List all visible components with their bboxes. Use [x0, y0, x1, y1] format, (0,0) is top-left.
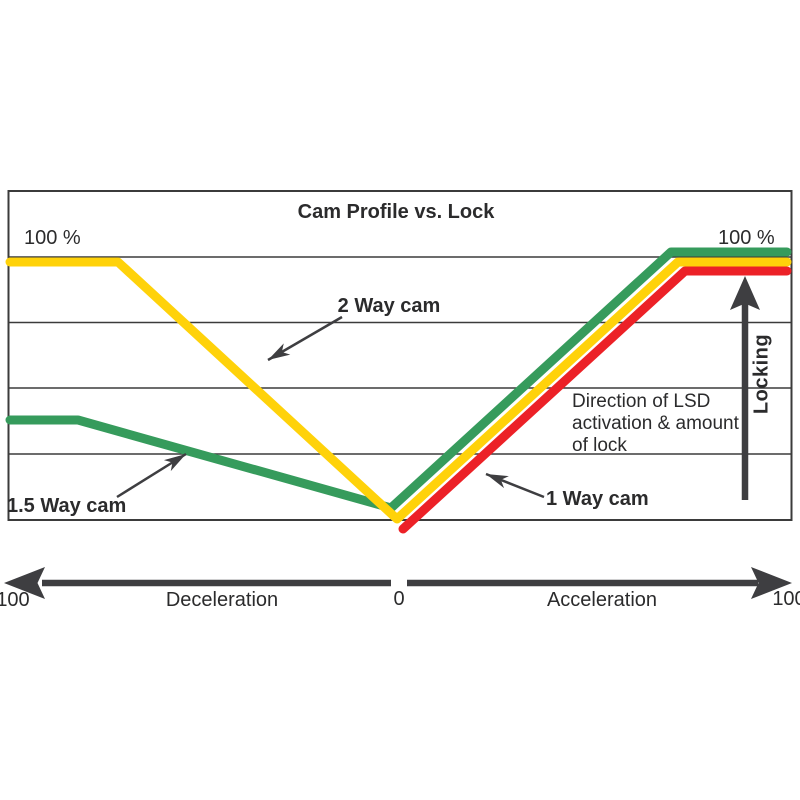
x-tick-zero: 0 — [393, 588, 405, 610]
x-axis-arrow — [4, 567, 792, 599]
plot-border — [7, 190, 793, 521]
one-way-cam-label: 1 Way cam — [546, 488, 649, 510]
locking-axis-label: Locking — [750, 333, 773, 415]
x-axis-shaft-left — [42, 579, 391, 587]
y-max-label-left: 100 % — [24, 227, 81, 249]
locking-arrow-head-icon — [730, 276, 760, 310]
x-axis-shaft-right — [407, 579, 758, 587]
x-axis-left-arrowhead-icon — [4, 567, 45, 599]
one-way-cam-line — [398, 266, 792, 534]
direction-annotation-line2: activation & amount — [572, 413, 739, 434]
direction-annotation: Direction of LSD activation & amount of … — [572, 391, 739, 457]
annotation-arrows — [116, 315, 545, 499]
one-five-way-cam-label: 1.5 Way cam — [7, 495, 127, 517]
two-way-cam-label: 2 Way cam — [337, 295, 441, 317]
direction-annotation-line3: of lock — [572, 435, 627, 456]
x-axis-right-arrowhead-icon — [751, 567, 792, 599]
x-tick-right-100: 100 — [772, 588, 800, 610]
locking-arrow — [730, 276, 760, 500]
two-way-pointer-arrow — [267, 315, 343, 362]
one-five-way-pointer-arrow — [116, 452, 187, 499]
locking-arrow-shaft — [741, 303, 749, 500]
one-way-pointer-arrow — [485, 472, 545, 499]
x-region-acceleration: Acceleration — [546, 589, 658, 611]
x-region-deceleration: Deceleration — [165, 589, 279, 611]
x-tick-left-100: 100 — [0, 589, 30, 611]
y-max-label-right: 100 % — [718, 227, 775, 249]
two-way-cam-line — [5, 257, 792, 524]
direction-annotation-line1: Direction of LSD — [572, 391, 711, 412]
chart-title: Cam Profile vs. Lock — [297, 201, 495, 223]
